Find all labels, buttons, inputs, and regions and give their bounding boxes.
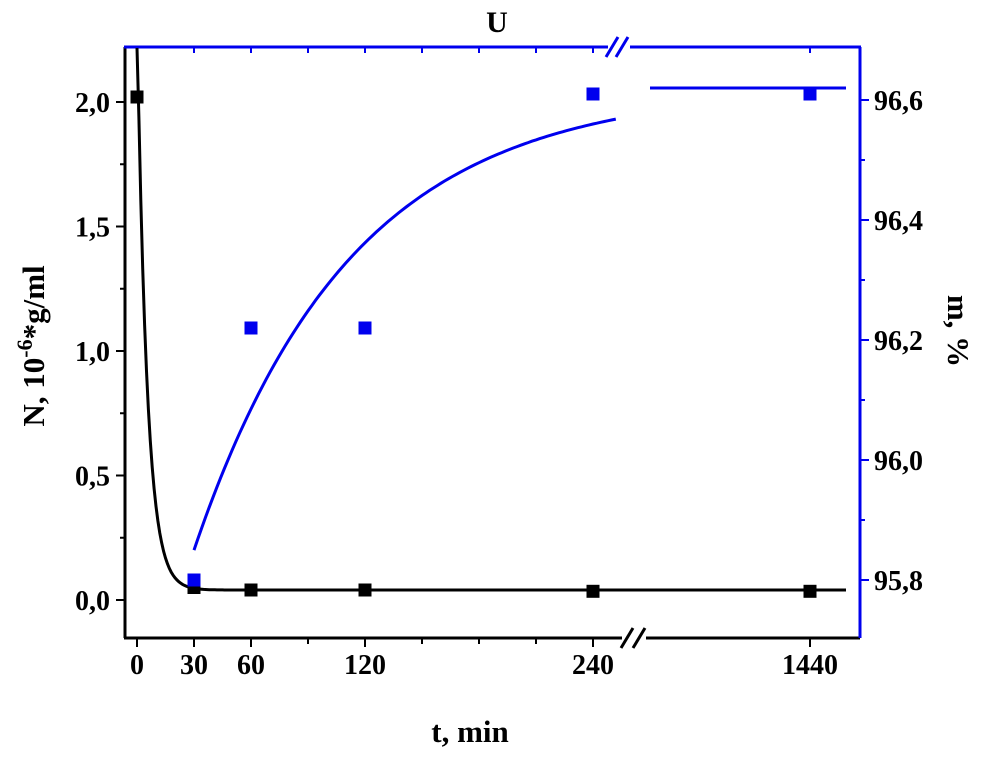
y-right-axis-title: m, % xyxy=(941,295,976,367)
axes-frame xyxy=(123,36,862,649)
x-tick-label: 1440 xyxy=(782,650,838,681)
tick-layer: 0 30 60 120 240 1440 0,0 0,5 1,0 1,5 2,0 95,8 96,0 96… xyxy=(75,47,923,681)
y-left-tick-label: 0,5 xyxy=(75,462,110,493)
y-left-tick-label: 1,0 xyxy=(75,337,110,368)
m-percent-point xyxy=(187,573,201,587)
y-right-tick-label: 95,8 xyxy=(874,566,923,597)
m-fit-curve xyxy=(192,117,617,551)
m-percent-point xyxy=(586,87,600,101)
x-tick-label: 30 xyxy=(180,650,208,681)
top-axis-break-icon xyxy=(604,36,630,58)
marker-layer xyxy=(130,87,817,598)
m-percent-point xyxy=(244,321,258,335)
bottom-axis-break-icon xyxy=(619,627,647,649)
y-left-tick-label: 1,5 xyxy=(75,213,110,244)
y-left-tick-label: 0,0 xyxy=(75,586,110,617)
N-concentration-point xyxy=(244,583,258,597)
axis-break-marks xyxy=(604,36,647,649)
x-tick-label: 120 xyxy=(344,650,386,681)
n-fit-curve xyxy=(135,47,810,592)
y-right-tick-label: 96,6 xyxy=(874,86,923,117)
y-left-axis-title: N, 10-6*g/ml xyxy=(12,265,51,427)
N-concentration-point xyxy=(586,584,600,598)
m-percent-point xyxy=(803,87,817,101)
titles: U t, min N, 10-6*g/ml m, % xyxy=(12,6,976,749)
N-concentration-point xyxy=(803,584,817,598)
x-axis-title: t, min xyxy=(431,714,509,749)
y-right-tick-label: 96,2 xyxy=(874,326,923,357)
chart-title: U xyxy=(486,6,508,39)
y-left-tick-label: 2,0 xyxy=(75,88,110,119)
curve-layer xyxy=(135,47,846,592)
y-right-tick-label: 96,0 xyxy=(874,446,923,477)
N-concentration-point xyxy=(358,583,372,597)
x-tick-label: 240 xyxy=(572,650,614,681)
x-tick-label: 0 xyxy=(130,650,144,681)
x-tick-label: 60 xyxy=(237,650,265,681)
y-right-tick-label: 96,4 xyxy=(874,206,923,237)
N-concentration-point xyxy=(130,90,144,104)
m-percent-point xyxy=(358,321,372,335)
